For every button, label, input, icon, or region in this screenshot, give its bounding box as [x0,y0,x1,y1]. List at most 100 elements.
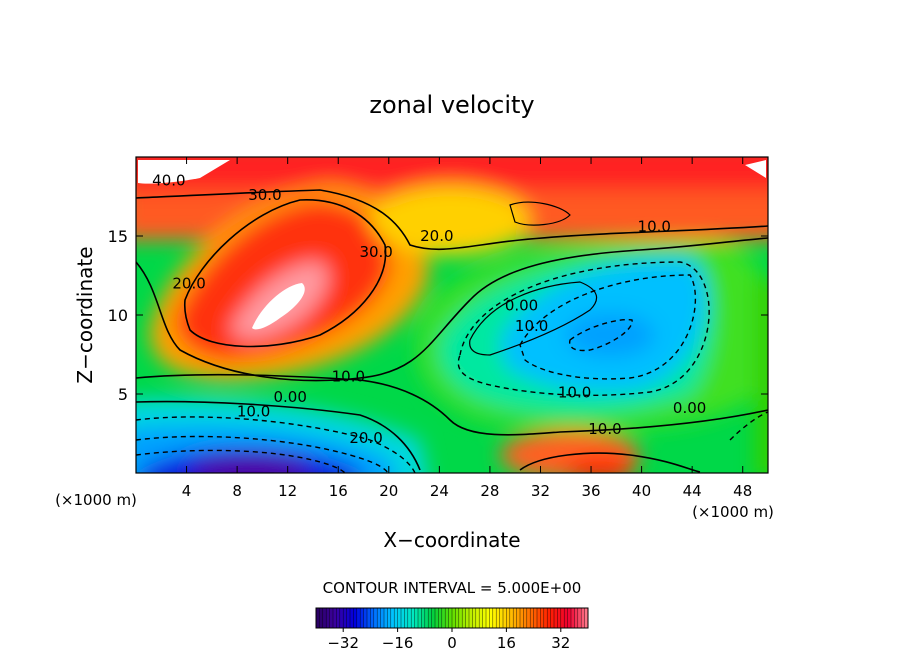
contour-label: 10.0 [588,420,621,438]
x-tick-label: 32 [531,482,550,500]
contour-label: 0.00 [673,399,706,417]
y-tick-label: 10 [108,306,128,325]
colorbar-swatch [363,608,368,628]
contour-lines [136,189,768,473]
colorbar-swatch [458,608,463,628]
x-tick-label: 4 [182,482,192,500]
colorbar-swatch [509,608,514,628]
colorbar-swatch [384,608,388,628]
colorbar-swatch [537,608,541,628]
x-units-left: (×1000 m) [55,491,137,509]
colorbar-swatch [441,608,446,628]
colorbar-swatch [554,608,558,628]
colorbar-tick-label: 0 [447,634,457,652]
x-tick-label: 16 [329,482,348,500]
contour-label: 20.0 [420,227,453,245]
colorbar-swatch [322,608,327,628]
colorbar-swatch [475,608,480,628]
colorbar-swatch [343,608,347,628]
contour-interval: CONTOUR INTERVAL = 5.000E+00 [323,579,582,597]
colorbar-swatch [526,608,531,628]
colorbar-swatch [462,608,466,628]
colorbar-swatch [503,608,507,628]
colorbar-swatch [499,608,504,628]
colorbar-swatch [574,608,579,628]
colorbar-swatch [513,608,517,628]
x-tick-label: 28 [480,482,499,500]
x-ticks: 4 8 12 16 20 24 28 32 36 40 44 48 [182,157,752,500]
colorbar-swatch [482,608,487,628]
colorbar-swatch [397,608,402,628]
colorbar-swatch [571,608,575,628]
colorbar-swatch [479,608,483,628]
colorbar-swatch [452,608,456,628]
colorbar-swatch [407,608,412,628]
x-tick-label: 48 [733,482,752,500]
colorbar-swatch [333,608,337,628]
colorbar-swatch [353,608,358,628]
colorbar-swatch [401,608,405,628]
colorbar-swatch [445,608,449,628]
y-tick-label: 15 [108,227,128,246]
y-ticks: 5 10 15 [108,227,768,404]
contour-label: 40.0 [152,172,185,190]
colorbar-swatch [339,608,344,628]
colorbar-swatch [557,608,562,628]
colorbar-swatch [346,608,351,628]
x-tick-label: 20 [379,482,398,500]
colorbar-swatch [421,608,426,628]
colorbar-tick-label: 16 [497,634,516,652]
color-field [136,157,768,473]
colorbar-swatch [418,608,422,628]
plot-area: 40.030.020.030.020.010.00.0010.010.00.00… [136,157,768,473]
colorbar-swatch [377,608,381,628]
colorbar-swatch [472,608,477,628]
colorbar-swatch [448,608,453,628]
colorbar-swatch [367,608,371,628]
x-tick-label: 36 [581,482,600,500]
colorbar-swatch [520,608,524,628]
colorbar-swatch [316,608,320,628]
x-axis-label: X−coordinate [383,528,520,552]
contour-label: 10.0 [558,383,591,401]
colorbar-swatch [435,608,439,628]
contour-label: 10.0 [638,218,671,236]
x-tick-label: 12 [278,482,297,500]
colorbar-swatch [394,608,398,628]
colorbar-swatch [431,608,436,628]
colorbar-swatch [530,608,534,628]
colorbar-swatch [465,608,470,628]
colorbar-swatch [326,608,330,628]
colorbar-swatch [455,608,460,628]
colorbar-swatch [581,608,585,628]
contour-label: 20.0 [349,429,382,447]
colorbar-swatch [414,608,419,628]
colorbar-swatch [496,608,500,628]
colorbar-swatch [523,608,528,628]
chart-title: zonal velocity [369,91,534,119]
colorbar-swatch [540,608,545,628]
x-tick-label: 40 [632,482,651,500]
hole-regions [138,160,766,330]
contour-label: 10.0 [515,317,548,335]
colorbar-swatch [560,608,565,628]
colorbar-tick-label: 32 [551,634,570,652]
colorbar-swatch [350,608,354,628]
colorbar-swatch [424,608,429,628]
colorbar-swatch [428,608,432,628]
colorbar-swatch [516,608,521,628]
colorbar-swatch [486,608,490,628]
colorbar-tick-label: −32 [327,634,359,652]
colorbar-swatch [584,608,589,628]
colorbar: −32 −16 0 16 32 [315,607,589,652]
colorbar-swatch [370,608,375,628]
colorbar-swatch [489,608,494,628]
colorbar-swatch [380,608,385,628]
colorbar-swatch [356,608,361,628]
colorbar-swatch [387,608,392,628]
colorbar-swatch [329,608,334,628]
colorbar-swatch [533,608,538,628]
colorbar-tick-label: −16 [382,634,414,652]
contour-label-layer: 40.030.020.030.020.010.00.0010.010.00.00… [152,172,706,448]
